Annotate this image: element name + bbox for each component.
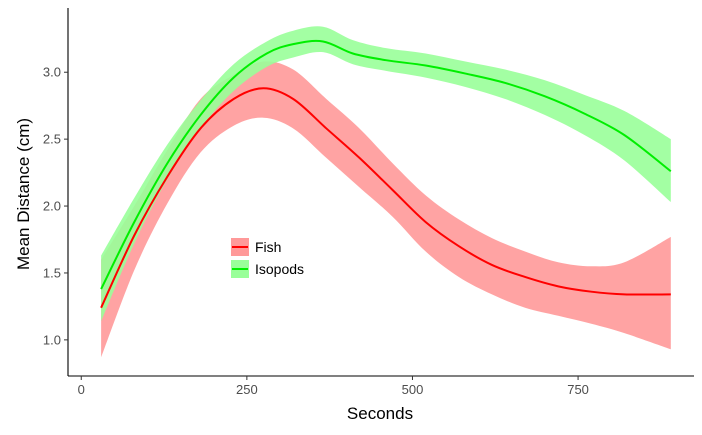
series-line-isopods xyxy=(100,39,672,290)
y-axis-title: Mean Distance (cm) xyxy=(14,118,33,270)
tick-marks: 0 250 500 750 1.0 1.5 2.0 2.5 3.0 xyxy=(43,65,589,397)
legend-label-fish: Fish xyxy=(255,239,281,255)
x-tick-label: 0 xyxy=(78,382,85,397)
axes xyxy=(67,8,694,377)
x-tick-label: 250 xyxy=(236,382,258,397)
y-tick-label: 1.5 xyxy=(43,265,61,280)
legend: Fish Isopods xyxy=(231,238,304,278)
y-tick-label: 1.0 xyxy=(43,332,61,347)
legend-label-isopods: Isopods xyxy=(255,261,304,277)
confidence-band-isopods xyxy=(101,26,671,322)
series-line-fish xyxy=(100,87,671,309)
x-axis-title: Seconds xyxy=(347,404,413,423)
y-tick-label: 3.0 xyxy=(43,65,61,80)
confidence-band-fish xyxy=(101,61,671,358)
y-tick-label: 2.5 xyxy=(43,132,61,147)
series-lines xyxy=(100,39,672,309)
x-tick-label: 750 xyxy=(567,382,589,397)
confidence-bands xyxy=(101,26,671,358)
y-tick-label: 2.0 xyxy=(43,199,61,214)
x-tick-label: 500 xyxy=(402,382,424,397)
